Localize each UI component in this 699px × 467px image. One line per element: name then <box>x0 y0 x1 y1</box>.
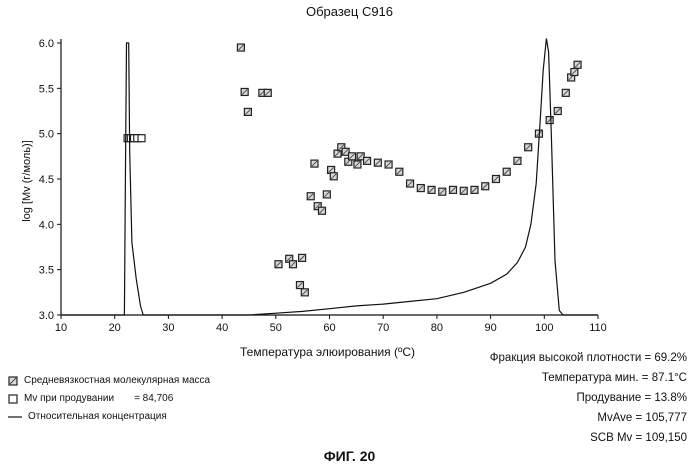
x-tick-label: 20 <box>109 322 121 334</box>
mv-data-point <box>349 153 356 160</box>
concentration-curve <box>61 39 598 316</box>
figure-label: ФИГ. 20 <box>0 448 699 464</box>
y-tick-label: 3.0 <box>39 310 54 322</box>
legend-item-hatched: Средневязкостная молекулярная масса <box>8 375 210 386</box>
mv-data-point <box>574 61 581 68</box>
mv-data-point <box>546 117 553 124</box>
mv-data-point <box>428 186 435 193</box>
y-tick-label: 4.0 <box>39 219 54 231</box>
mv-data-point <box>275 261 282 268</box>
mv-data-point <box>562 89 569 96</box>
x-tick-label: 90 <box>484 322 496 334</box>
chart-axes: 10 20 30 40 50 60 70 80 90 100 110 3.0 3.5 4.0 4.5 5.0 5… <box>39 38 607 334</box>
mv-data-point <box>364 157 371 164</box>
stat-min-temperature: Температура мин. = 87.1°C <box>542 372 687 384</box>
y-axis-label: log [Mv (г/моль)] <box>21 106 33 256</box>
mv-data-point <box>525 144 532 151</box>
mv-data-point <box>237 44 244 51</box>
x-tick-label: 60 <box>323 322 335 334</box>
mv-data-point <box>354 161 361 168</box>
x-axis-label: Температура элюирования (ºС) <box>240 345 415 359</box>
legend-value: = 84,706 <box>134 393 173 404</box>
mv-data-point <box>503 168 510 175</box>
stat-mv-ave: MvAve = 105,777 <box>597 412 687 424</box>
chart-plot-area <box>61 39 598 316</box>
y-tick-label: 6.0 <box>39 38 54 50</box>
x-tick-label: 80 <box>431 322 443 334</box>
x-tick-label: 100 <box>535 322 553 334</box>
y-tick-label: 4.5 <box>39 174 54 186</box>
y-tick-label: 3.5 <box>39 265 54 277</box>
mv-data-point <box>374 159 381 166</box>
mv-data-point <box>299 254 306 261</box>
x-tick-label: 30 <box>162 322 174 334</box>
mv-data-point <box>307 193 314 200</box>
mv-data-point <box>289 261 296 268</box>
mv-data-point <box>554 108 561 115</box>
y-tick-label: 5.5 <box>39 83 54 95</box>
stat-high-density-fraction: Фракция высокой плотности = 69.2% <box>490 352 687 364</box>
legend-label: Средневязкостная молекулярная масса <box>24 375 210 386</box>
x-tick-label: 10 <box>55 322 67 334</box>
mv-data-point <box>264 89 271 96</box>
chart-canvas: 10 20 30 40 50 60 70 80 90 100 110 3.0 3.5 4.0 4.5 5.0 5… <box>0 0 699 380</box>
legend-label: Mv при продувании <box>24 393 114 404</box>
data-point-marker <box>138 135 145 142</box>
mv-data-point <box>492 176 499 183</box>
mv-data-point <box>311 160 318 167</box>
legend-item-line: Относительная концентрация <box>8 411 167 422</box>
mv-data-point <box>244 108 251 115</box>
mv-data-point <box>571 69 578 76</box>
hatched-square-marker-icon <box>8 376 18 386</box>
y-tick-label: 5.0 <box>39 129 54 141</box>
mv-data-point <box>460 187 467 194</box>
mv-data-point <box>385 161 392 168</box>
mv-data-point <box>482 183 489 190</box>
x-tick-label: 110 <box>589 322 607 334</box>
mv-data-point <box>323 191 330 198</box>
mv-data-point <box>514 157 521 164</box>
mv-data-point <box>450 186 457 193</box>
line-marker-icon <box>8 412 22 422</box>
stat-purge: Продувание = 13.8% <box>576 392 687 404</box>
mv-data-point <box>407 180 414 187</box>
mv-data-point <box>471 186 478 193</box>
x-tick-label: 70 <box>377 322 389 334</box>
mv-data-point <box>330 173 337 180</box>
mv-data-point <box>241 88 248 95</box>
mv-data-point <box>439 188 446 195</box>
mv-data-point <box>318 207 325 214</box>
legend-item-open: Mv при продувании = 84,706 <box>8 393 173 404</box>
stat-scb-mv: SCB Mv = 109,150 <box>590 432 687 444</box>
purge-data-point <box>138 135 145 142</box>
legend-label: Относительная концентрация <box>28 411 167 422</box>
x-tick-label: 50 <box>270 322 282 334</box>
mv-data-point <box>301 289 308 296</box>
open-square-marker-icon <box>8 394 18 404</box>
x-tick-label: 40 <box>216 322 228 334</box>
mv-data-point <box>296 282 303 289</box>
mv-data-point <box>396 168 403 175</box>
mv-data-point <box>417 185 424 192</box>
